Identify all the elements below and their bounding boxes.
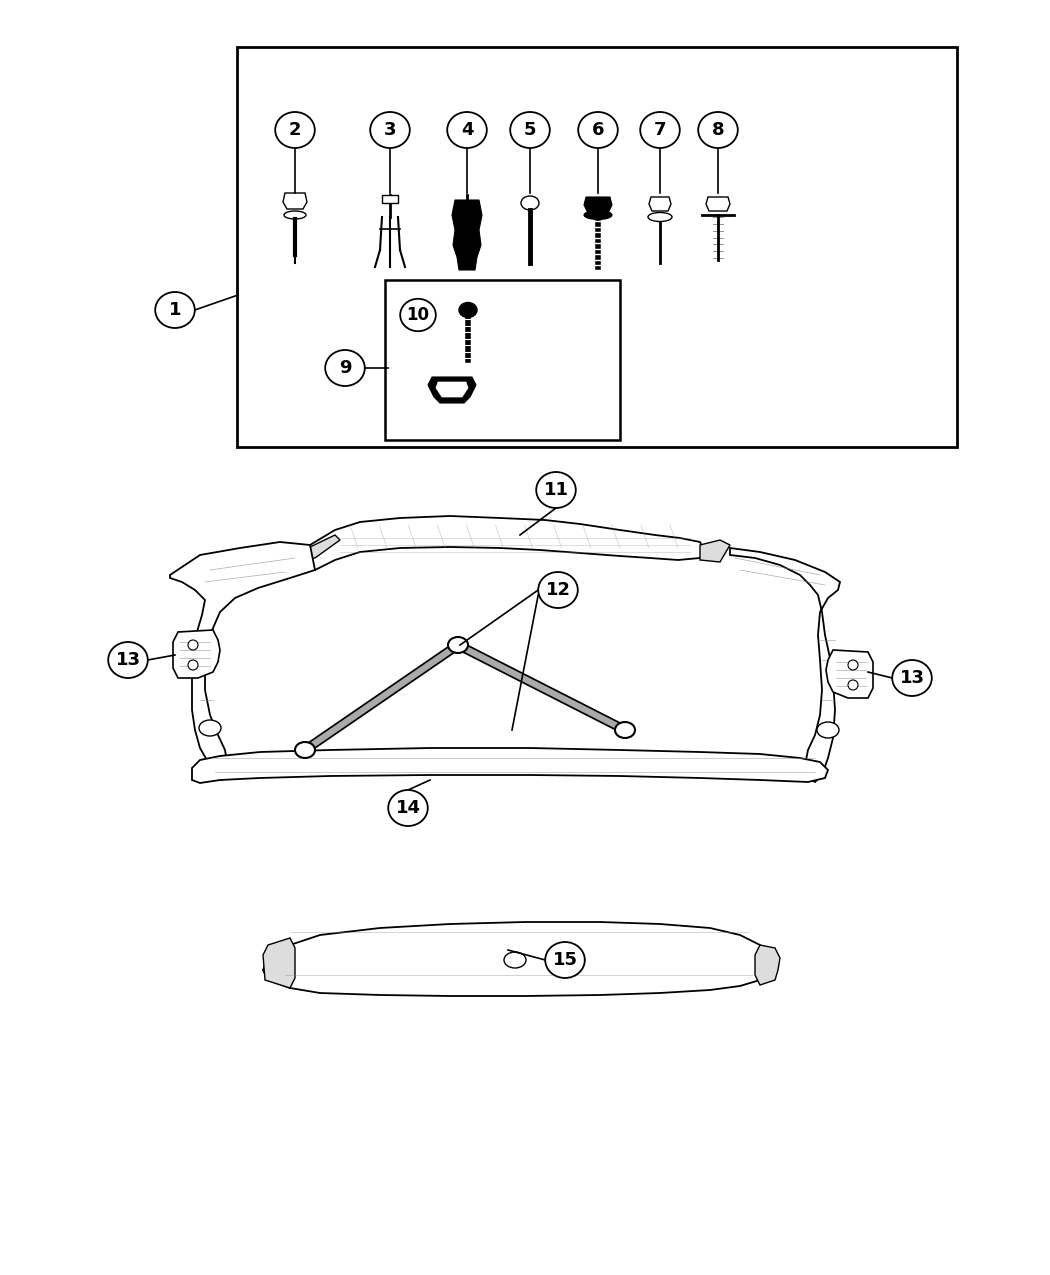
Polygon shape bbox=[382, 195, 398, 203]
Ellipse shape bbox=[537, 472, 575, 507]
Text: 9: 9 bbox=[339, 360, 352, 377]
Text: 11: 11 bbox=[544, 481, 568, 499]
Ellipse shape bbox=[698, 112, 738, 148]
Text: 4: 4 bbox=[461, 121, 474, 139]
Ellipse shape bbox=[447, 112, 487, 148]
Bar bbox=[385, 280, 620, 440]
Text: 5: 5 bbox=[524, 121, 537, 139]
Polygon shape bbox=[649, 198, 671, 210]
Ellipse shape bbox=[459, 302, 477, 317]
Circle shape bbox=[188, 660, 198, 669]
Bar bbox=[237, 47, 957, 448]
Ellipse shape bbox=[648, 213, 672, 222]
Circle shape bbox=[848, 680, 858, 690]
Polygon shape bbox=[755, 945, 780, 986]
Text: 13: 13 bbox=[116, 652, 141, 669]
Ellipse shape bbox=[155, 292, 195, 328]
Text: 13: 13 bbox=[900, 669, 924, 687]
Ellipse shape bbox=[200, 720, 220, 736]
Text: 8: 8 bbox=[712, 121, 724, 139]
Text: 7: 7 bbox=[654, 121, 667, 139]
Text: 12: 12 bbox=[546, 581, 570, 599]
Polygon shape bbox=[308, 516, 705, 570]
Ellipse shape bbox=[615, 722, 635, 738]
Ellipse shape bbox=[284, 210, 306, 219]
Ellipse shape bbox=[510, 112, 550, 148]
Ellipse shape bbox=[326, 351, 364, 386]
Polygon shape bbox=[436, 382, 468, 397]
Text: 3: 3 bbox=[383, 121, 396, 139]
Polygon shape bbox=[826, 650, 873, 697]
Text: 14: 14 bbox=[396, 799, 420, 817]
Ellipse shape bbox=[371, 112, 410, 148]
Ellipse shape bbox=[108, 643, 148, 678]
Ellipse shape bbox=[579, 112, 617, 148]
Ellipse shape bbox=[817, 722, 839, 738]
Text: 15: 15 bbox=[552, 951, 578, 969]
Text: 10: 10 bbox=[406, 306, 429, 324]
Polygon shape bbox=[284, 193, 307, 209]
Ellipse shape bbox=[448, 638, 468, 653]
Ellipse shape bbox=[892, 660, 931, 696]
Ellipse shape bbox=[584, 210, 612, 219]
Ellipse shape bbox=[388, 790, 427, 826]
Polygon shape bbox=[262, 938, 295, 988]
Polygon shape bbox=[308, 536, 340, 558]
Ellipse shape bbox=[275, 112, 315, 148]
Circle shape bbox=[848, 660, 858, 669]
Text: 1: 1 bbox=[169, 301, 182, 319]
Ellipse shape bbox=[400, 298, 436, 332]
Polygon shape bbox=[730, 548, 840, 782]
Polygon shape bbox=[173, 630, 220, 678]
Polygon shape bbox=[452, 200, 482, 270]
Ellipse shape bbox=[295, 742, 315, 759]
Circle shape bbox=[188, 640, 198, 650]
Polygon shape bbox=[584, 198, 612, 213]
Polygon shape bbox=[262, 922, 765, 996]
Ellipse shape bbox=[539, 572, 578, 608]
Polygon shape bbox=[700, 541, 730, 562]
Ellipse shape bbox=[504, 952, 526, 968]
Ellipse shape bbox=[640, 112, 679, 148]
Polygon shape bbox=[706, 198, 730, 210]
Ellipse shape bbox=[545, 942, 585, 978]
Ellipse shape bbox=[521, 196, 539, 210]
Polygon shape bbox=[170, 542, 315, 780]
Polygon shape bbox=[428, 377, 476, 403]
Text: 6: 6 bbox=[592, 121, 604, 139]
Text: 2: 2 bbox=[289, 121, 301, 139]
Polygon shape bbox=[192, 748, 828, 783]
